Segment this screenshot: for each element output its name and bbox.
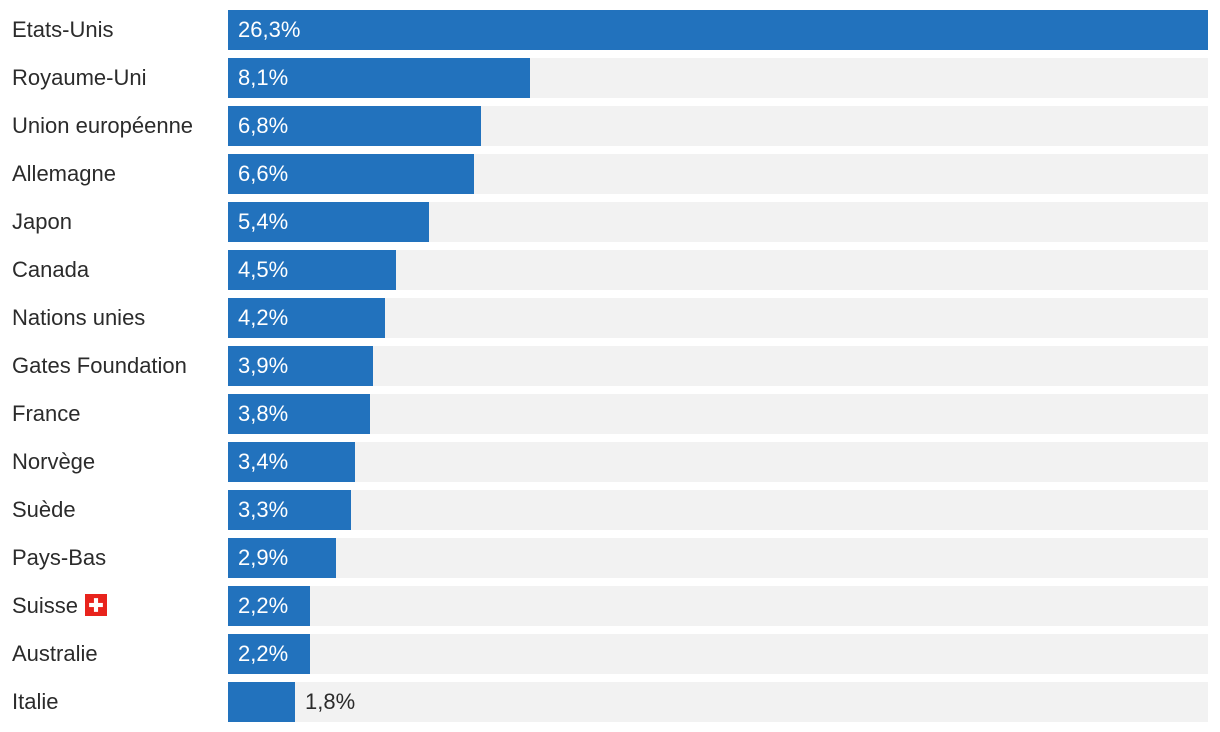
category-label-text: Gates Foundation	[12, 353, 187, 378]
bar-row: Etats-Unis 26,3%	[0, 10, 1220, 50]
bar-row: Suède 3,3%	[0, 490, 1220, 530]
category-label: Pays-Bas	[12, 538, 106, 578]
category-label-text: Royaume-Uni	[12, 65, 147, 90]
value-label: 3,9%	[238, 353, 289, 378]
bar-track: 3,9%	[228, 346, 1208, 386]
value-label: 8,1%	[238, 65, 289, 90]
bar	[228, 346, 373, 386]
category-label: Canada	[12, 250, 89, 290]
value-label: 2,9%	[238, 545, 289, 570]
bar-row: Union européenne 6,8%	[0, 106, 1220, 146]
bar-row: Allemagne 6,6%	[0, 154, 1220, 194]
category-label: Suisse	[12, 586, 108, 626]
bar-row: Suisse 2,2%	[0, 586, 1220, 626]
value-label: 4,5%	[238, 257, 289, 282]
category-label-text: Suède	[12, 497, 76, 522]
bar	[228, 442, 355, 482]
bar-track: 1,8%	[228, 682, 1208, 722]
bar-track: 8,1%	[228, 58, 1208, 98]
bar-row: Nations unies 4,2%	[0, 298, 1220, 338]
bar-row: Norvège 3,4%	[0, 442, 1220, 482]
swiss-flag-icon	[85, 594, 108, 616]
bar	[228, 634, 310, 674]
category-label: Gates Foundation	[12, 346, 187, 386]
bar-track: 4,5%	[228, 250, 1208, 290]
category-label-text: Norvège	[12, 449, 96, 474]
bar-track: 6,8%	[228, 106, 1208, 146]
bar	[228, 202, 429, 242]
category-label-text: Italie	[12, 689, 59, 714]
bar-row: Japon 5,4%	[0, 202, 1220, 242]
bar	[228, 394, 370, 434]
bar-track: 6,6%	[228, 154, 1208, 194]
category-label-text: Union européenne	[12, 113, 194, 138]
bar	[228, 586, 310, 626]
bar-track: 4,2%	[228, 298, 1208, 338]
bar-track: 5,4%	[228, 202, 1208, 242]
value-label: 1,8%	[305, 689, 356, 714]
value-label: 3,3%	[238, 497, 289, 522]
bar	[228, 58, 530, 98]
value-label: 5,4%	[238, 209, 289, 234]
category-label-text: Etats-Unis	[12, 17, 114, 42]
category-label: Allemagne	[12, 154, 116, 194]
bar	[228, 106, 481, 146]
category-label: Royaume-Uni	[12, 58, 147, 98]
bar	[228, 250, 396, 290]
bar	[228, 682, 295, 722]
category-label-text: Suisse	[12, 593, 79, 618]
bar	[228, 298, 385, 338]
category-label-text: Australie	[12, 641, 98, 666]
category-label: Japon	[12, 202, 72, 242]
bar-track: 26,3%	[228, 10, 1208, 50]
category-label: France	[12, 394, 80, 434]
bar-row: Italie 1,8%	[0, 682, 1220, 722]
category-label: Suède	[12, 490, 76, 530]
category-label: Italie	[12, 682, 58, 722]
bar-track: 2,9%	[228, 538, 1208, 578]
value-label: 3,8%	[238, 401, 289, 426]
category-label-text: France	[12, 401, 81, 426]
category-label: Nations unies	[12, 298, 145, 338]
category-label-text: Canada	[12, 257, 90, 282]
value-label: 2,2%	[238, 593, 289, 618]
bar-track: 3,4%	[228, 442, 1208, 482]
value-label: 2,2%	[238, 641, 289, 666]
value-label: 4,2%	[238, 305, 289, 330]
bar-track: 2,2%	[228, 634, 1208, 674]
bar-track: 3,8%	[228, 394, 1208, 434]
category-label: Etats-Unis	[12, 10, 113, 50]
category-label-text: Allemagne	[12, 161, 116, 186]
bar-row: Australie 2,2%	[0, 634, 1220, 674]
category-label: Union européenne	[12, 106, 193, 146]
category-label-text: Pays-Bas	[12, 545, 107, 570]
bar-track: 3,3%	[228, 490, 1208, 530]
category-label: Norvège	[12, 442, 95, 482]
bar-row: Pays-Bas 2,9%	[0, 538, 1220, 578]
value-label: 6,6%	[238, 161, 289, 186]
bar	[228, 10, 1208, 50]
bar	[228, 154, 474, 194]
value-label: 26,3%	[238, 17, 301, 42]
value-label: 3,4%	[238, 449, 289, 474]
category-label-text: Nations unies	[12, 305, 146, 330]
bar	[228, 538, 336, 578]
category-label: Australie	[12, 634, 98, 674]
value-label: 6,8%	[238, 113, 289, 138]
bar-row: Canada 4,5%	[0, 250, 1220, 290]
bar-row: France 3,8%	[0, 394, 1220, 434]
category-label-text: Japon	[12, 209, 72, 234]
bar-track: 2,2%	[228, 586, 1208, 626]
bar-row: Gates Foundation 3,9%	[0, 346, 1220, 386]
bar-row: Royaume-Uni 8,1%	[0, 58, 1220, 98]
bar	[228, 490, 351, 530]
